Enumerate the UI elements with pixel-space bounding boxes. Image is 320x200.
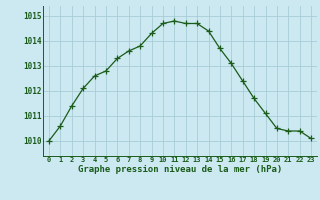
X-axis label: Graphe pression niveau de la mer (hPa): Graphe pression niveau de la mer (hPa) [78, 165, 282, 174]
